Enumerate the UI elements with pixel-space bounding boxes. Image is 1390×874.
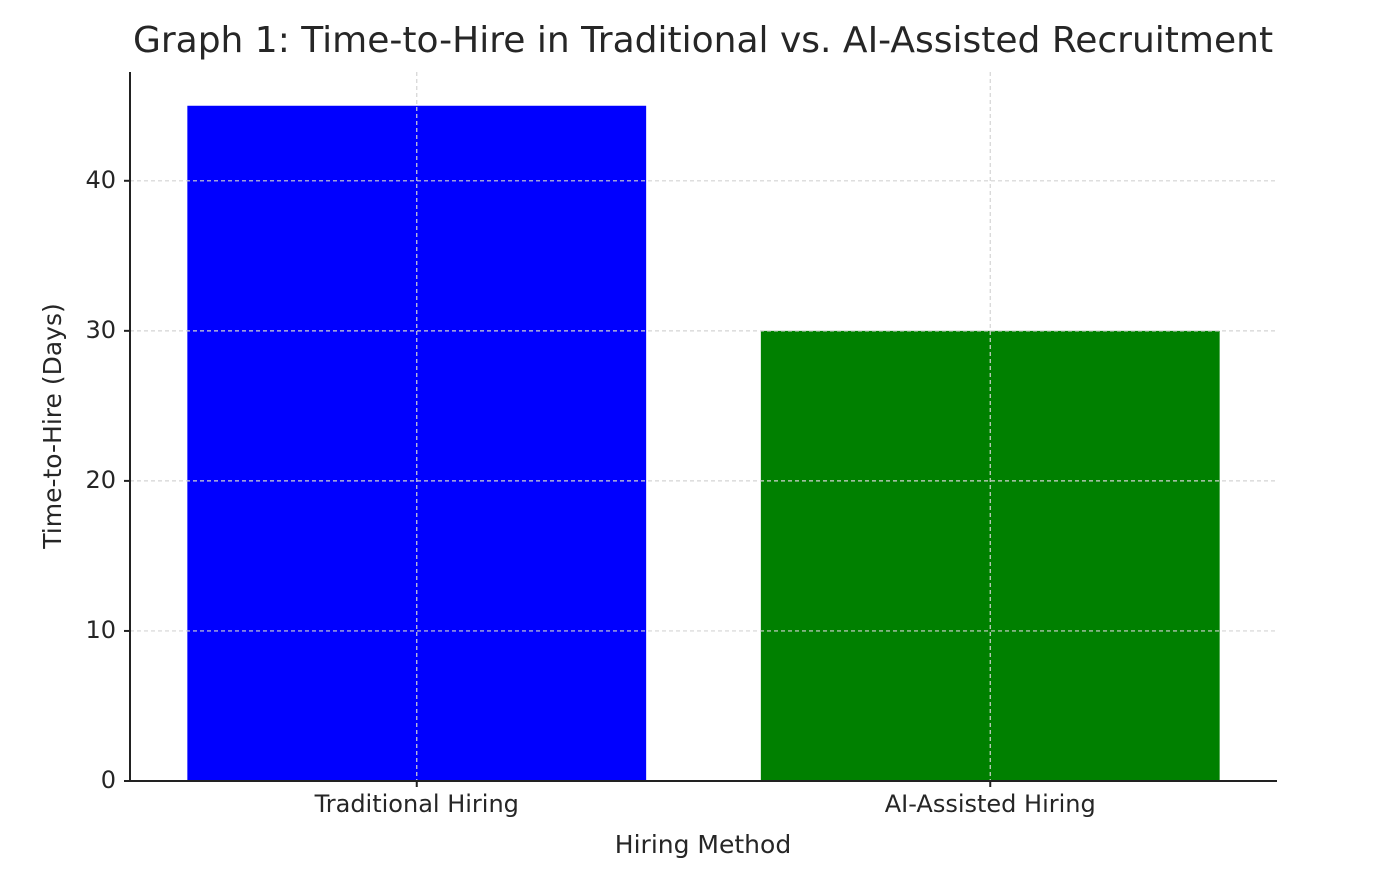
x-tick-label: Traditional Hiring (314, 790, 519, 818)
chart-title: Graph 1: Time-to-Hire in Traditional vs.… (133, 20, 1273, 61)
y-tick-label: 30 (85, 316, 116, 344)
x-axis-label: Hiring Method (615, 830, 791, 859)
x-tick-label: AI-Assisted Hiring (885, 790, 1096, 818)
y-tick-label: 20 (85, 466, 116, 494)
y-tick-label: 40 (85, 166, 116, 194)
y-axis-label: Time-to-Hire (Days) (38, 303, 67, 549)
y-tick-label: 0 (101, 766, 116, 794)
y-tick-label: 10 (85, 616, 116, 644)
